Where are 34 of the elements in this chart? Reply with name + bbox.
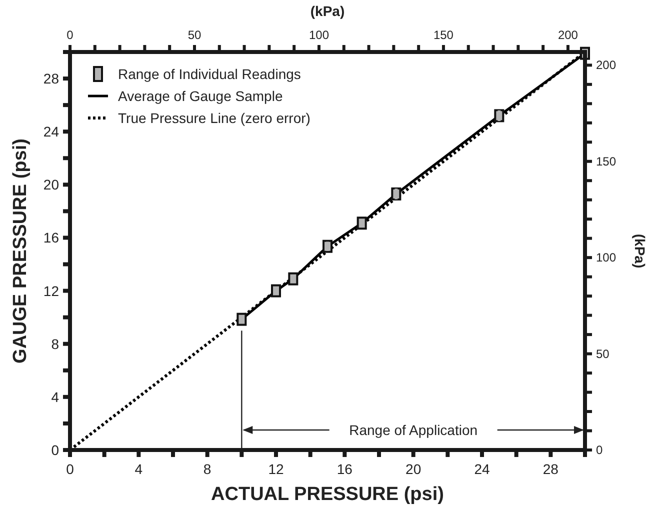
legend-label: Average of Gauge Sample [118,88,283,104]
y2-tick-label: 50 [596,346,610,361]
legend-label: Range of Individual Readings [118,66,301,82]
x-tick-label: 16 [336,461,353,477]
annotation: Range of Application [349,422,478,438]
y-tick-label: 8 [51,336,60,352]
x2-axis-title: (kPa) [310,3,345,19]
y-tick-label: 20 [43,176,60,193]
x2-tick-label: 150 [433,28,454,42]
y2-tick-label: 0 [596,443,603,457]
x2-tick-label: 100 [308,28,330,42]
x-tick-label: 20 [406,461,422,477]
x2-tick-label: 50 [188,28,202,42]
x2-tick-label: 200 [558,28,578,42]
x-tick-label: 12 [268,461,284,477]
y-axis-title: GAUGE PRESSURE (psi) [10,138,31,364]
x-tick-label: 4 [134,461,143,477]
y2-tick-label: 200 [596,58,616,72]
y-tick-label: 0 [51,442,60,458]
y-tick-label: 16 [43,230,60,246]
x-tick-label: 24 [474,461,490,477]
x2-tick-label: 0 [66,28,74,42]
x-tick-label: 0 [66,461,74,477]
x-tick-label: 28 [542,461,559,477]
y2-tick-label: 150 [596,154,616,168]
y-tick-label: 28 [43,70,60,87]
y-tick-label: 12 [43,282,60,299]
x-tick-label: 8 [203,461,212,477]
legend-label: True Pressure Line (zero error) [118,110,310,126]
y-tick-label: 4 [51,388,60,405]
y2-tick-label: 100 [596,250,616,265]
x-axis-title: ACTUAL PRESSURE (psi) [211,484,444,505]
y-tick-label: 24 [43,124,60,140]
y2-axis-title: (kPa) [632,234,648,268]
